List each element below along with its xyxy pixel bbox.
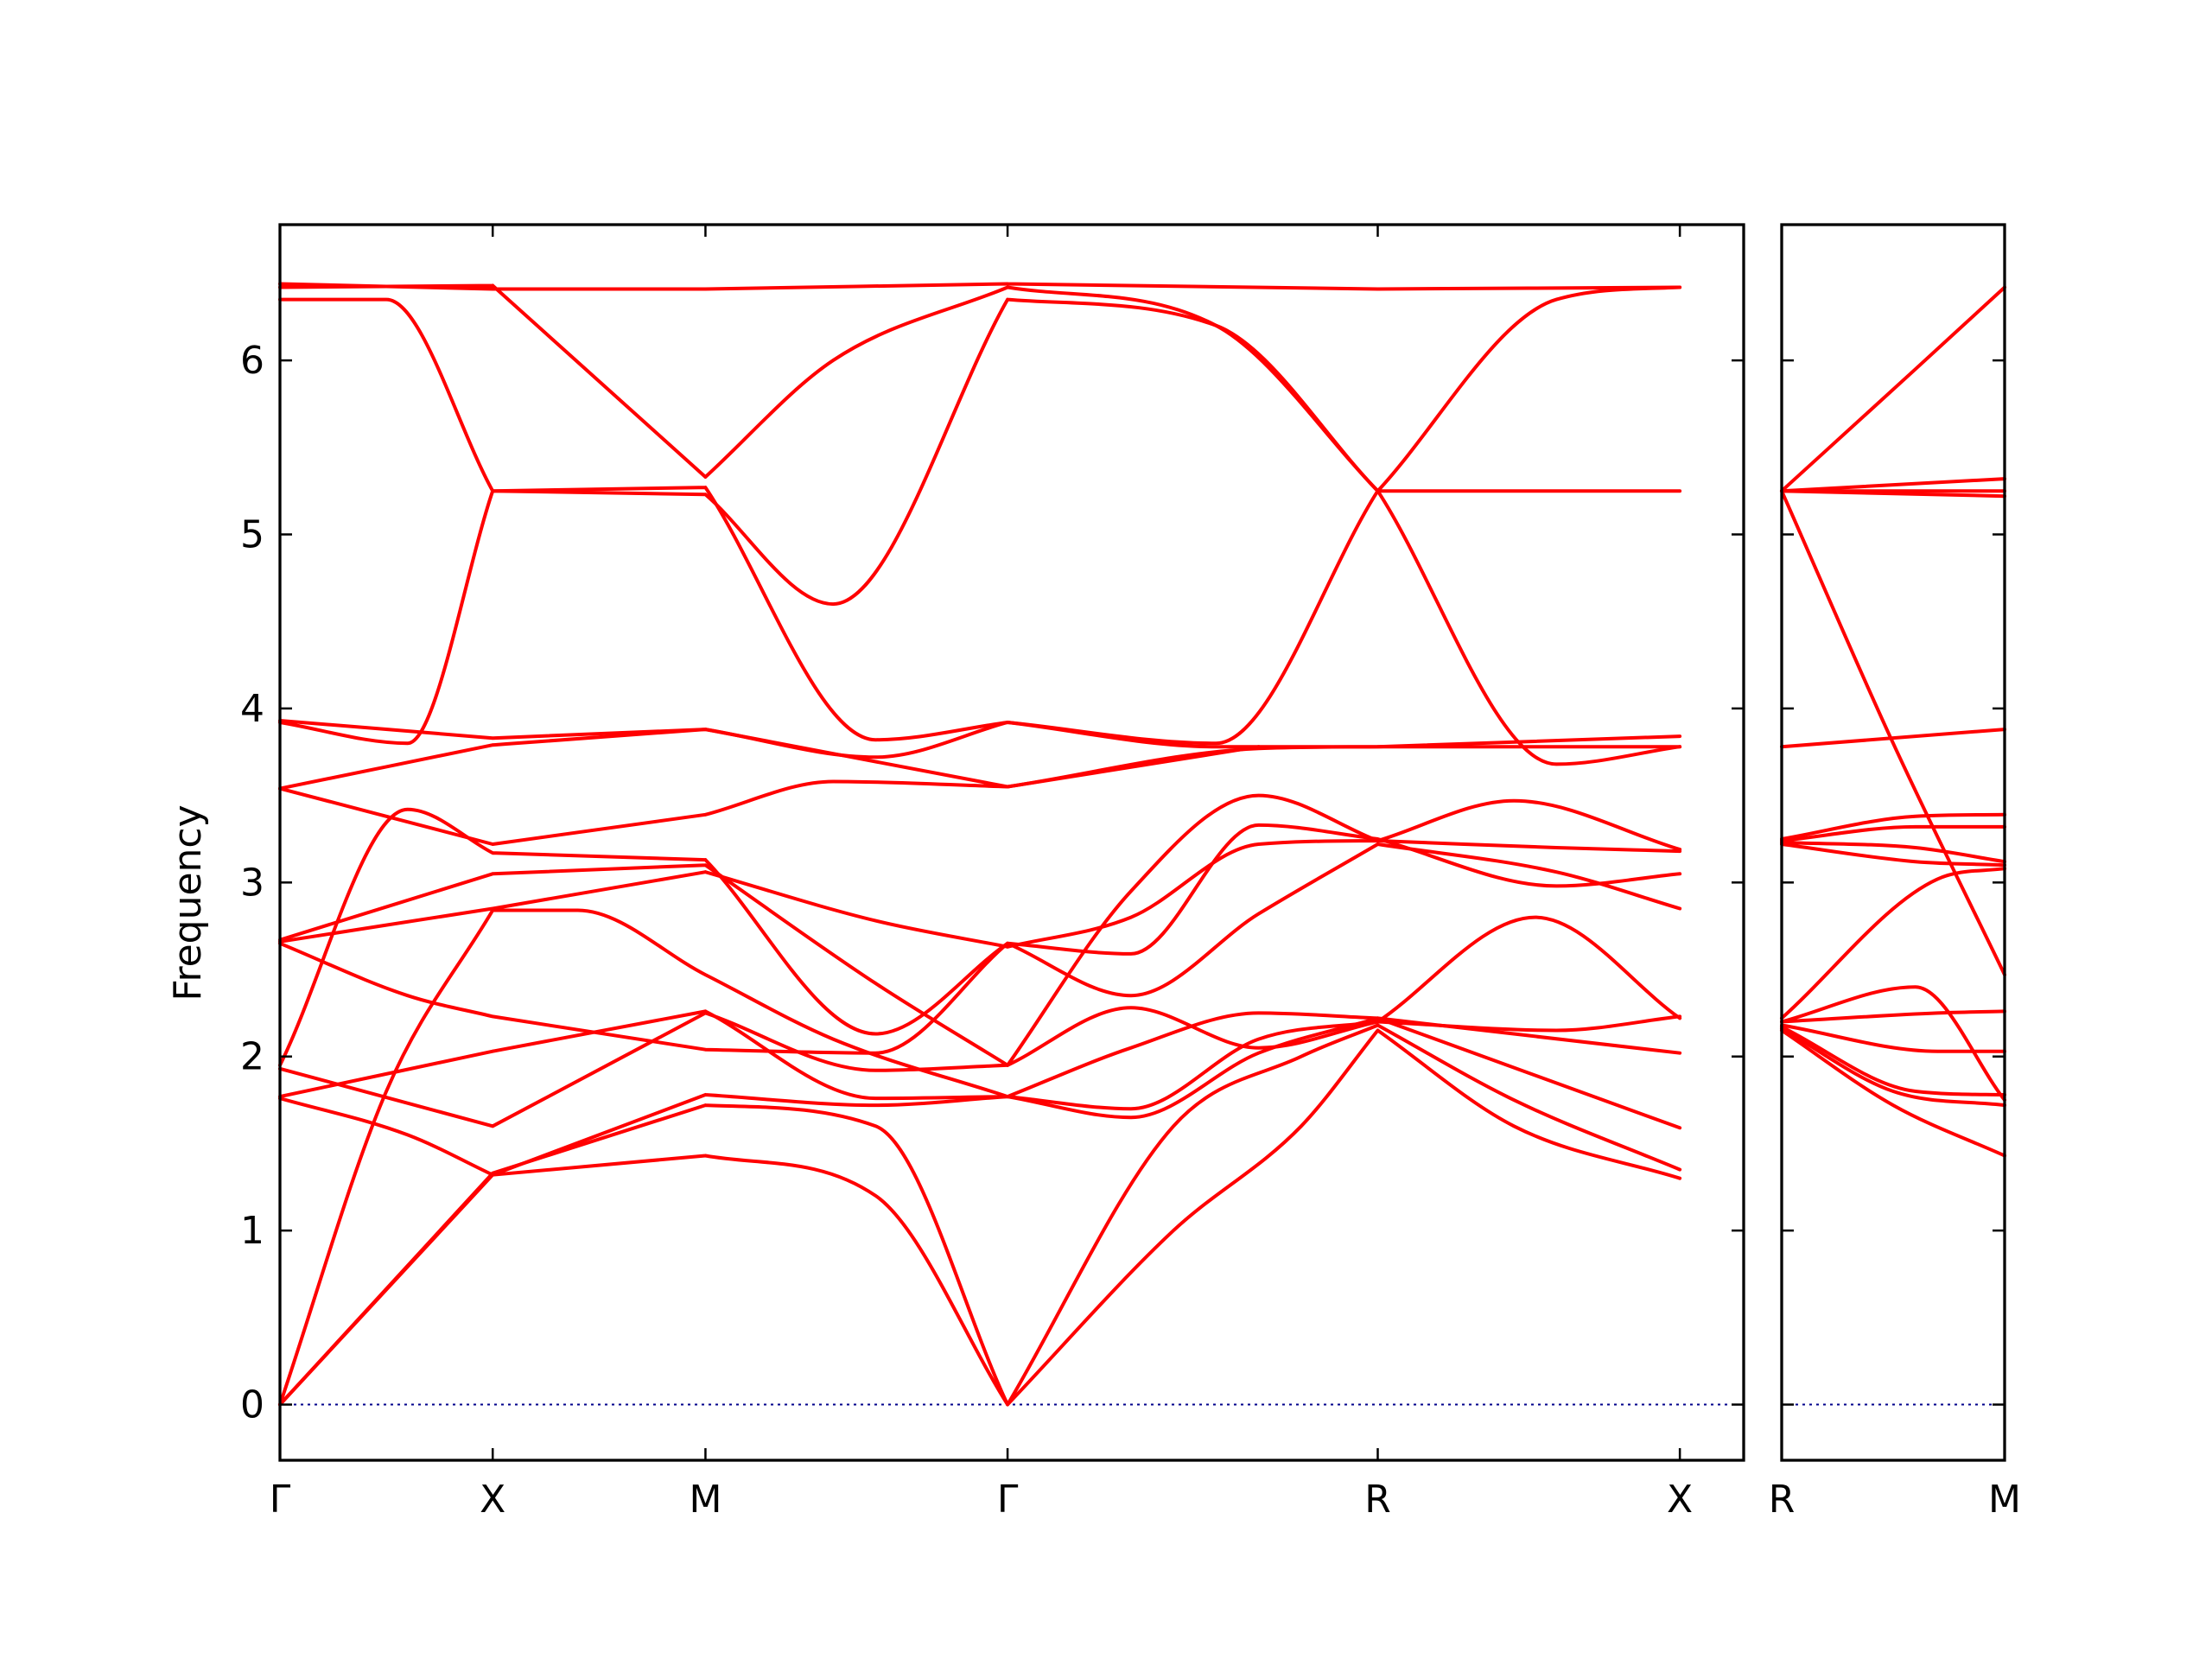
phonon-band-16 — [278, 283, 1682, 493]
phonon-band-13 — [278, 486, 1682, 766]
axes-frame — [1780, 223, 2006, 1462]
phonon-band-3 — [278, 908, 1682, 1407]
y-tick-label: 1 — [240, 1209, 264, 1253]
phonon-band-4 — [278, 1016, 1682, 1177]
y-tick-label: 2 — [240, 1035, 264, 1079]
x-tick-label-R: R — [1769, 1478, 1796, 1522]
x-tick-label-Γ: Γ — [997, 1478, 1019, 1522]
phonon-band-7 — [278, 807, 1682, 1067]
phonon-band-11 — [278, 745, 1261, 846]
phonon-band-7 — [1780, 867, 2006, 1020]
axes-frame — [278, 223, 1745, 1462]
phonon-band-13 — [1780, 477, 2006, 493]
phonon-band-5 — [1780, 1009, 2006, 1024]
phonon-band-15 — [278, 285, 1682, 607]
phonon-band-5 — [278, 1009, 1682, 1101]
phonon-band-12 — [1780, 728, 2006, 749]
y-axis-label: Frequency — [166, 804, 210, 1001]
phonon-band-14 — [278, 719, 1682, 760]
x-tick-label-Γ: Γ — [270, 1478, 291, 1522]
phonon-band-6 — [278, 1006, 1682, 1128]
x-tick-label-X: X — [1667, 1478, 1693, 1522]
x-tick-label-X: X — [480, 1478, 505, 1522]
phonon-band-6 — [1780, 985, 2006, 1103]
phonon-band-8 — [278, 823, 1682, 1055]
phonon-band-17 — [278, 282, 1682, 291]
phonon-band-1 — [1780, 1028, 2006, 1158]
phonon-band-9 — [278, 839, 1682, 949]
x-tick-label-M: M — [689, 1478, 721, 1522]
phonon-band-11 — [1780, 812, 2006, 841]
phonon-band-10 — [1780, 824, 2006, 842]
y-tick-label: 6 — [240, 339, 264, 383]
y-tick-label: 5 — [240, 513, 264, 557]
phonon-band-10 — [278, 793, 1682, 1067]
phonon-band-15 — [1780, 489, 2006, 499]
phonon-band-9 — [1780, 841, 2006, 864]
x-tick-label-M: M — [1988, 1478, 2021, 1522]
left-panel: 0 1 2 3 4 5 6 Γ X M Γ R X — [240, 223, 1745, 1522]
x-tick-label-R: R — [1364, 1478, 1391, 1522]
phonon-band-8 — [1780, 842, 2006, 868]
phonon-band-17 — [1780, 285, 2006, 493]
y-tick-label: 3 — [240, 861, 264, 905]
phonon-band-2 — [1780, 1027, 2006, 1108]
phonon-band-16 — [1780, 489, 2006, 977]
phonon-band-3 — [1780, 1025, 2006, 1096]
y-tick-label: 0 — [240, 1383, 264, 1427]
phonon-band-2 — [278, 1023, 1682, 1407]
phonon-band-4 — [1780, 1023, 2006, 1053]
y-tick-label: 4 — [240, 687, 264, 731]
